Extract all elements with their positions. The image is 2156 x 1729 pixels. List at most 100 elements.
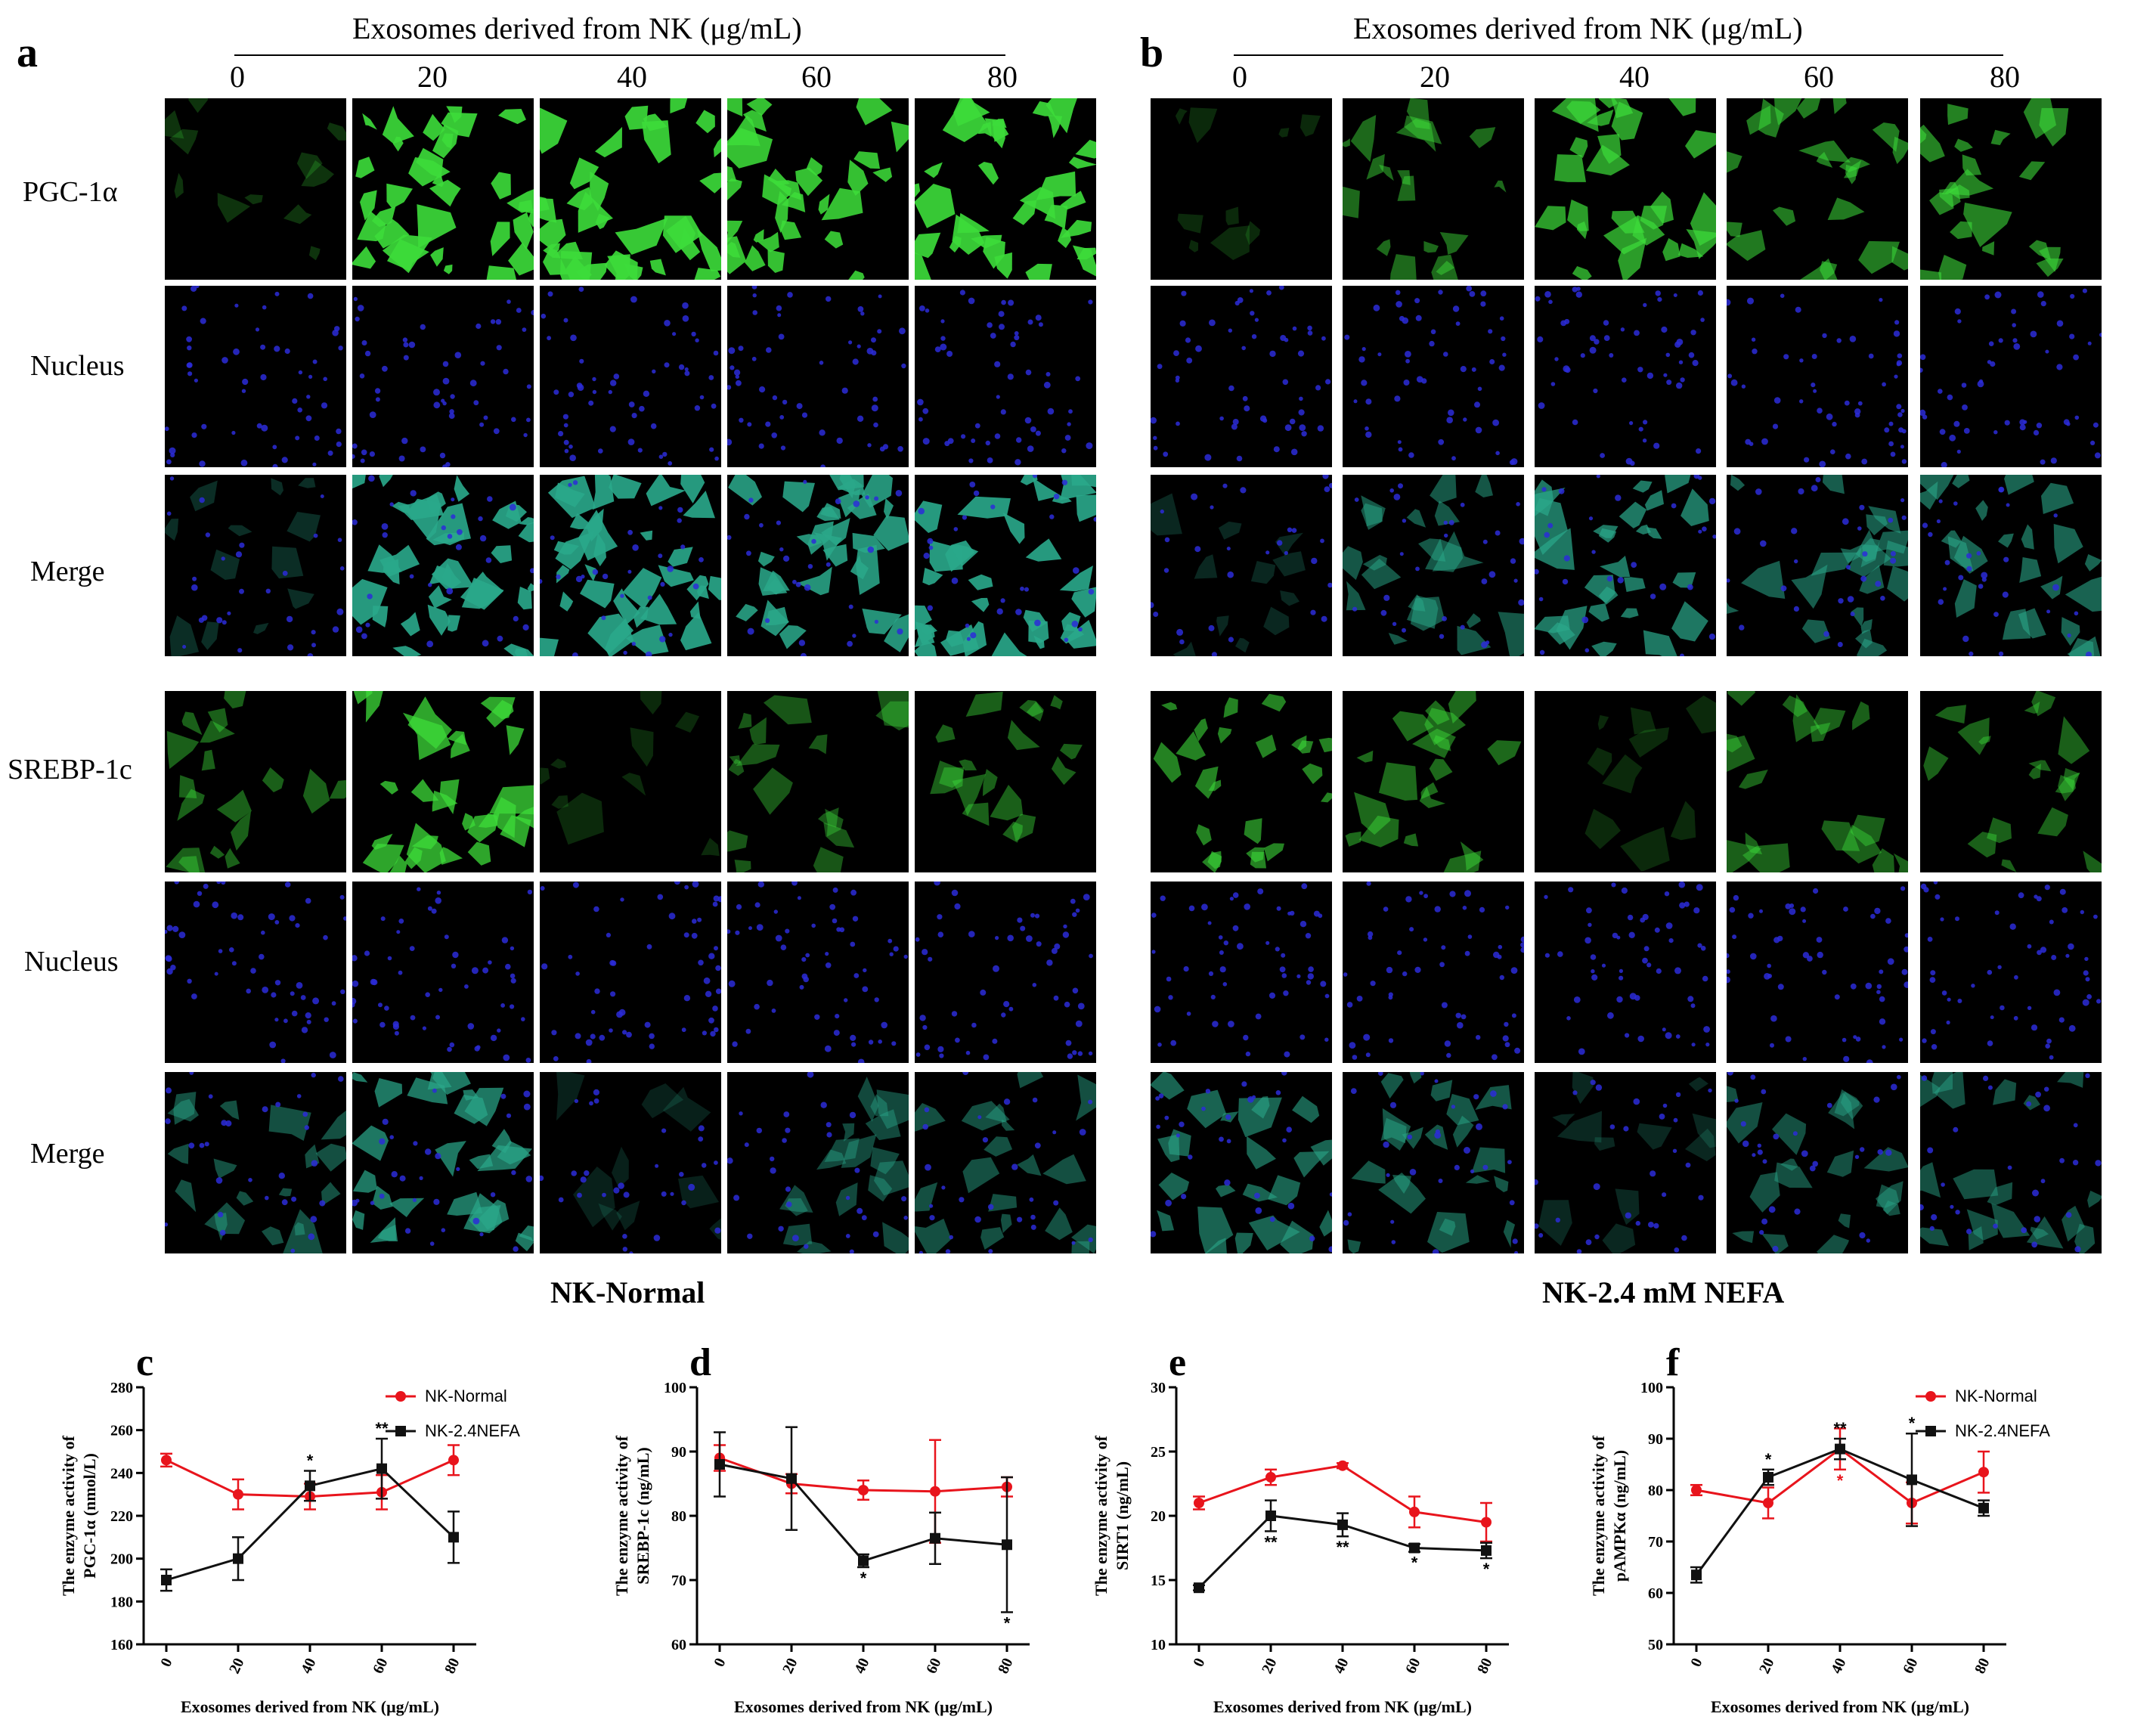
legend-label: NK-Normal xyxy=(1955,1387,2037,1405)
y-axis-label-line2: PGC-1α (nmol/L) xyxy=(80,1453,99,1579)
panel-a-micrograph-r5-c4 xyxy=(727,882,909,1063)
legend-label: NK-Normal xyxy=(425,1387,507,1405)
panel-a-micrograph-r4-c3 xyxy=(540,691,721,872)
panel-b-micrograph-r1-c3 xyxy=(1535,98,1716,280)
chart-letter-e: e xyxy=(1169,1341,1186,1384)
x-axis-label: Exosomes derived from NK (μg/mL) xyxy=(1711,1697,1969,1716)
chart-d: d 60 70 80 90 100 0 20 40 60 80 Exosomes derived fr… xyxy=(612,1341,1030,1716)
legend-label: NK-2.4NEFA xyxy=(425,1421,520,1440)
significance-star: * xyxy=(1765,1450,1772,1469)
y-tick-label: 260 xyxy=(110,1423,133,1439)
panel-a-header: Exosomes derived from NK (μg/mL) xyxy=(352,11,802,45)
panel-b-conc-60: 60 xyxy=(1804,60,1834,94)
panel-b-micrograph-r1-c2 xyxy=(1343,98,1524,280)
point-normal xyxy=(930,1486,940,1497)
y-axis-label-line2: SIRT1 (ng/mL) xyxy=(1113,1461,1132,1570)
legend-marker-normal xyxy=(1925,1391,1936,1402)
panel-b-micrograph-r3-c2 xyxy=(1343,475,1524,656)
group-label-nefa: NK-2.4 mM NEFA xyxy=(1542,1275,1785,1309)
panel-b-micrograph-r2-c3 xyxy=(1535,286,1716,467)
point-normal xyxy=(448,1455,459,1466)
panel-a-conc-40: 40 xyxy=(617,60,647,94)
y-tick-label: 240 xyxy=(110,1465,133,1482)
x-tick-label: 60 xyxy=(370,1656,391,1676)
panel-b-micrograph-r6-c3 xyxy=(1535,1072,1716,1253)
y-axis-label-line1: The enzyme activity of xyxy=(59,1435,78,1596)
significance-star: * xyxy=(1411,1554,1418,1573)
significance-star: * xyxy=(307,1452,314,1470)
panel-a-micrograph-r3-c2 xyxy=(352,475,534,656)
panel-b-micrograph-r4-c2 xyxy=(1343,691,1524,872)
panel-b-micrograph-r6-c4 xyxy=(1727,1072,1908,1253)
panel-a-micrograph-r3-c1 xyxy=(165,475,346,656)
significance-star: * xyxy=(1004,1614,1011,1633)
panel-a-conc-20: 20 xyxy=(417,60,448,94)
panel-a-micrograph-r1-c2 xyxy=(352,98,534,280)
x-tick-label: 60 xyxy=(1900,1656,1921,1676)
panel-a-micrograph-r1-c3 xyxy=(540,98,721,280)
panel-letter-a: a xyxy=(17,29,38,76)
significance-star: * xyxy=(860,1569,867,1588)
x-tick-label: 40 xyxy=(1828,1656,1849,1676)
panel-a-micrograph-r1-c4 xyxy=(727,98,909,280)
y-axis-label-line1: The enzyme activity of xyxy=(1589,1435,1608,1596)
panel-a-micrograph-r6-c4 xyxy=(727,1072,909,1253)
panel-a-micrograph-r5-c1 xyxy=(165,882,346,1063)
point-normal xyxy=(1481,1517,1492,1528)
panel-b-micrograph-r4-c3 xyxy=(1535,691,1716,872)
y-tick-label: 70 xyxy=(671,1573,686,1589)
x-tick-label: 20 xyxy=(1259,1656,1280,1676)
chart-f: f 50 60 70 80 90 100 0 20 40 60 80 Exosomes derived … xyxy=(1589,1341,2050,1716)
y-tick-label: 70 xyxy=(1648,1534,1663,1551)
point-nefa xyxy=(305,1480,315,1492)
panel-b-micrograph-r5-c3 xyxy=(1535,882,1716,1063)
panel-a-micrograph-r5-c3 xyxy=(540,882,721,1063)
x-tick-label: 40 xyxy=(1330,1656,1352,1676)
panel-b-micrograph-r6-c1 xyxy=(1151,1072,1332,1253)
x-tick-label: 60 xyxy=(1402,1656,1423,1676)
y-tick-label: 280 xyxy=(110,1380,133,1396)
panel-b-micrograph-r3-c4 xyxy=(1727,475,1908,656)
y-axis-label-line2: pAMPKα (ng/mL) xyxy=(1610,1450,1629,1582)
row-label-pgc1a: PGC-1α xyxy=(23,176,118,208)
panel-b-micrograph-r1-c1 xyxy=(1151,98,1332,280)
point-nefa xyxy=(1763,1472,1773,1483)
panel-a-micrograph-r2-c5 xyxy=(915,286,1096,467)
x-tick-label: 80 xyxy=(1474,1656,1495,1676)
y-tick-label: 160 xyxy=(110,1637,133,1653)
panel-b-header-rule xyxy=(1234,54,2003,56)
panel-b-micrograph-r5-c1 xyxy=(1151,882,1332,1063)
panel-a-micrograph-r5-c5 xyxy=(915,882,1096,1063)
panel-a-micrograph-r4-c1 xyxy=(165,691,346,872)
panel-a-micrograph-r3-c4 xyxy=(727,475,909,656)
y-axis-label-line1: The enzyme activity of xyxy=(612,1435,631,1596)
y-tick-label: 100 xyxy=(664,1380,686,1396)
panel-b-micrograph-r2-c1 xyxy=(1151,286,1332,467)
point-nefa xyxy=(714,1459,725,1470)
panel-a-micrograph-r6-c5 xyxy=(915,1072,1096,1253)
panel-letter-b: b xyxy=(1140,29,1164,76)
point-normal xyxy=(1978,1467,1989,1478)
x-axis-label: Exosomes derived from NK (μg/mL) xyxy=(734,1697,993,1716)
panel-a-micrograph-r6-c2 xyxy=(352,1072,534,1253)
point-normal xyxy=(161,1455,172,1466)
panel-a-micrograph-r3-c3 xyxy=(540,475,721,656)
x-tick-label: 80 xyxy=(1972,1656,1993,1676)
panel-b-conc-80: 80 xyxy=(1990,60,2020,94)
y-tick-label: 10 xyxy=(1151,1637,1166,1653)
y-tick-label: 80 xyxy=(671,1508,686,1525)
point-nefa xyxy=(1691,1569,1702,1581)
panel-a-micrograph-r3-c5 xyxy=(915,475,1096,656)
point-nefa xyxy=(1002,1539,1012,1551)
panel-a-micrograph-r5-c2 xyxy=(352,882,534,1063)
point-nefa xyxy=(930,1532,940,1544)
y-tick-label: 20 xyxy=(1151,1508,1166,1525)
x-tick-label: 0 xyxy=(1687,1656,1705,1669)
x-axis-label: Exosomes derived from NK (μg/mL) xyxy=(181,1697,439,1716)
legend-marker-nefa xyxy=(395,1426,406,1436)
panel-b-micrograph-r1-c5 xyxy=(1920,98,2102,280)
point-nefa xyxy=(1907,1474,1917,1486)
panel-b-micrograph-r3-c1 xyxy=(1151,475,1332,656)
group-label-normal: NK-Normal xyxy=(550,1275,705,1309)
panel-b-micrograph-r2-c4 xyxy=(1727,286,1908,467)
